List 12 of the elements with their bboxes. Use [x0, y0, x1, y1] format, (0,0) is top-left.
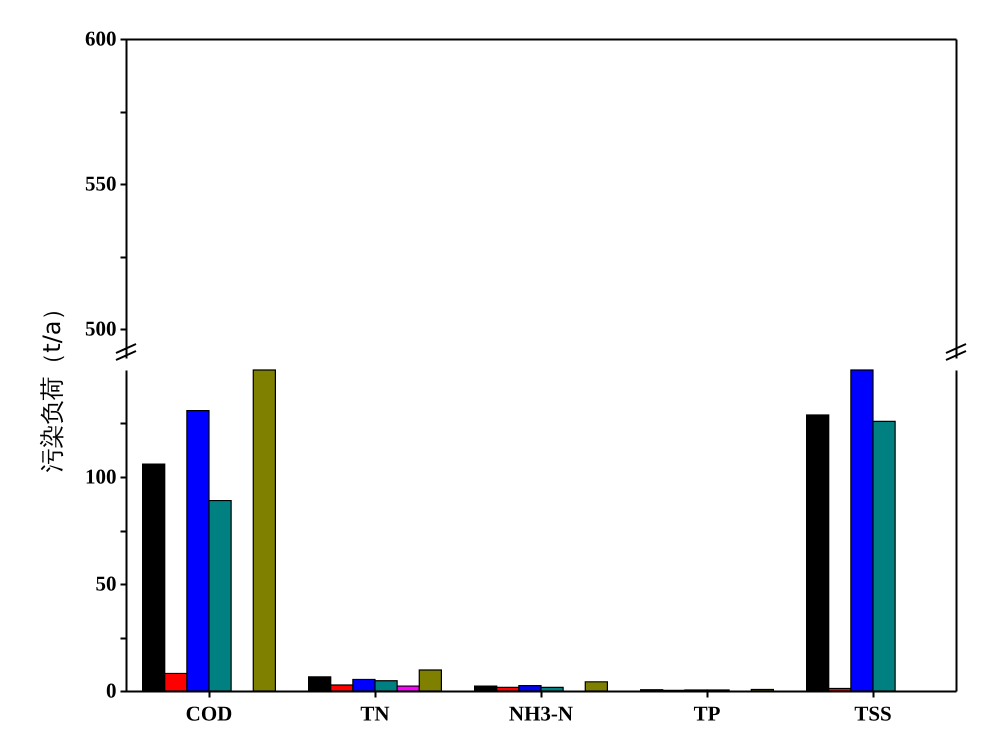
x-tick-label: TP — [694, 702, 721, 726]
y-tick-label: 500 — [85, 316, 116, 340]
y-tick-label: 0 — [106, 678, 116, 702]
y-axis-title: 污染负荷（t/a） — [38, 296, 66, 473]
y-tick-label: 600 — [85, 26, 116, 50]
x-tick-label: TSS — [854, 702, 892, 726]
x-tick-label: COD — [186, 702, 232, 726]
x-tick-label: TN — [360, 702, 390, 726]
y-tick-label: 100 — [85, 464, 116, 488]
x-tick-label: NH3-N — [508, 702, 574, 726]
y-tick-label: 550 — [85, 172, 116, 196]
y-tick-label: 50 — [96, 572, 116, 596]
